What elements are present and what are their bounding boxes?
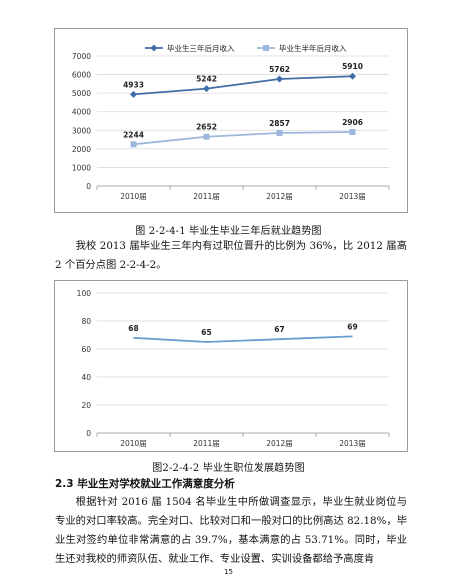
data-label: 5762 [269, 65, 290, 74]
x-tick-label: 2013届 [339, 439, 366, 448]
legend-label: 毕业生三年后月收入 [167, 43, 235, 53]
y-tick-label: 20 [81, 401, 91, 410]
y-tick-label: 6000 [72, 71, 91, 80]
paragraph-promotion: 我校 2013 届毕业生三年内有过职位晋升的比例为 36%，比 2012 届高 … [55, 240, 407, 271]
data-label: 4933 [123, 80, 144, 89]
data-label: 2857 [269, 119, 290, 128]
y-tick-label: 40 [81, 373, 91, 382]
data-label: 5242 [196, 75, 217, 84]
paragraph-satisfaction: 根据针对 2016 届 1504 名毕业生中所做调查显示，毕业生就业岗位与专业的… [55, 496, 407, 565]
x-tick-label: 2010届 [120, 192, 147, 201]
y-tick-label: 80 [81, 317, 91, 326]
series-line [133, 131, 353, 146]
x-tick-label: 2010届 [120, 439, 147, 448]
figure-caption-1: 图 2-2-4-1 毕业生毕业三年后就业趋势图 [135, 226, 322, 237]
income-trend-svg: 0 1000 2000 3000 4000 5000 6000 7000 2010届 2011届 2… [72, 43, 390, 201]
y-tick-label: 60 [81, 345, 91, 354]
data-point [349, 72, 356, 80]
data-label: 69 [347, 322, 357, 331]
position-trend-chart: 0 20 40 60 80 100 2010届 2011届 2012届 2013届 68 65 67 69 [54, 280, 408, 452]
y-tick-label: 4000 [72, 108, 91, 117]
data-label: 2652 [196, 123, 217, 132]
data-label: 65 [201, 328, 211, 337]
legend-marker [263, 45, 269, 51]
figure-caption-2: 图2-2-4-2 毕业生职位发展趋势图 [152, 463, 305, 474]
data-point [276, 129, 283, 136]
y-tick-label: 7000 [72, 52, 91, 61]
y-tick-label: 0 [86, 429, 91, 438]
income-trend-chart: 0 1000 2000 3000 4000 5000 6000 7000 2010届 2011届 2… [54, 28, 408, 213]
data-point [130, 141, 137, 148]
y-tick-label: 2000 [72, 145, 91, 154]
data-label: 68 [128, 324, 138, 333]
series-line [133, 335, 353, 343]
data-label: 2906 [342, 118, 363, 127]
data-point [203, 85, 210, 93]
x-tick-label: 2013届 [339, 192, 366, 201]
x-tick-label: 2011届 [193, 439, 220, 448]
y-tick-label: 3000 [72, 126, 91, 135]
data-label: 67 [274, 325, 284, 334]
x-tick-label: 2012届 [266, 439, 293, 448]
position-trend-svg: 0 20 40 60 80 100 2010届 2011届 2012届 2013届 68 65 67 69 [77, 289, 390, 448]
x-tick-label: 2011届 [193, 192, 220, 201]
y-tick-label: 0 [86, 182, 91, 191]
legend-marker [150, 44, 158, 52]
data-point [276, 75, 283, 83]
y-tick-label: 1000 [72, 163, 91, 172]
y-tick-label: 100 [77, 289, 92, 298]
page-number: 15 [224, 568, 233, 576]
data-label: 5910 [342, 62, 363, 71]
x-tick-label: 2012届 [266, 192, 293, 201]
legend-label: 毕业生半年后月收入 [279, 43, 347, 53]
series-line [133, 75, 353, 96]
data-point [130, 90, 137, 98]
data-point [349, 129, 356, 136]
section-heading: 2.3 毕业生对学校就业工作满意度分析 [55, 478, 235, 490]
data-label: 2244 [123, 130, 144, 139]
y-tick-label: 5000 [72, 89, 91, 98]
data-point [203, 133, 210, 140]
